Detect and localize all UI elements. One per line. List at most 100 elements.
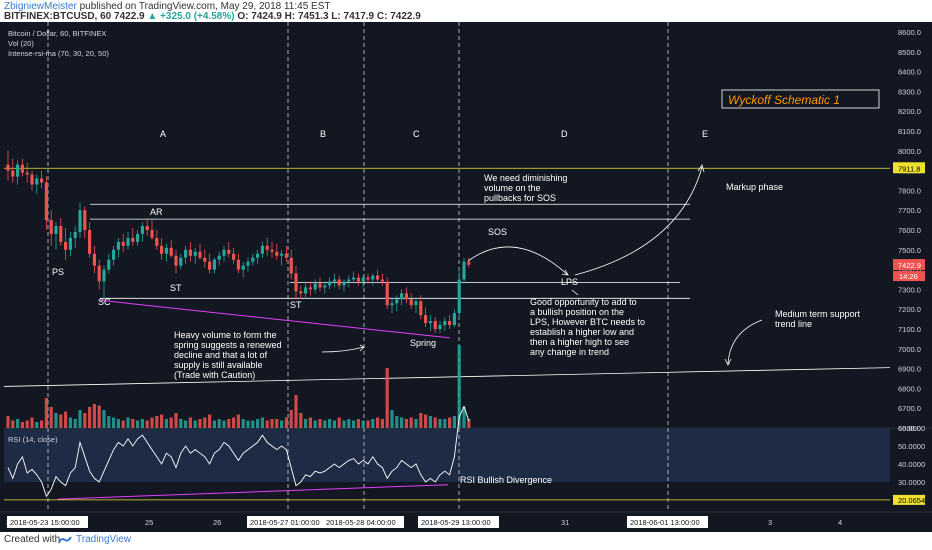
volume-bar <box>318 419 322 428</box>
price-chart[interactable]: 8600.0 8500.0 8400.0 8300.0 8200.0 8100.0 8000… <box>0 22 932 532</box>
x-highlight-box <box>247 516 328 528</box>
rsi-line <box>7 405 470 498</box>
publish-info: ZbigniewMeister published on TradingView… <box>4 1 331 12</box>
candle-body <box>337 279 341 286</box>
annotation-opportunity: any change in trend <box>530 347 609 357</box>
annotation-heavy-volume: Heavy volume to form the <box>174 330 277 340</box>
volume-bar <box>385 368 389 428</box>
wyckoff-label: ST <box>170 283 182 293</box>
price-tick-label: 7400.0 <box>898 266 921 275</box>
candle-body <box>395 299 399 304</box>
candle-body <box>83 210 87 230</box>
volume-bar <box>107 416 111 428</box>
legend-volume: Vol (20) <box>8 39 34 48</box>
x-tick-label: 25 <box>145 518 153 527</box>
annotation-heavy-volume: supply is still available <box>174 360 263 370</box>
arrow-support-head <box>724 358 732 366</box>
volume-bar <box>116 419 120 428</box>
arrow-heavy-volume <box>321 346 365 353</box>
price-tick-label: 7200.0 <box>898 305 921 314</box>
candle-body <box>457 279 461 314</box>
annotation-opportunity: establish a higher low and <box>530 327 634 337</box>
x-highlight-box <box>418 516 499 528</box>
price-tick-label: 6600.0 <box>898 424 921 433</box>
volume-bar <box>462 407 466 428</box>
legend-title: Bitcoin / Dollar, 60, BITFINEX <box>8 29 106 38</box>
volume-bar <box>112 417 116 428</box>
volume-bar <box>150 417 154 428</box>
candle-body <box>356 277 360 282</box>
candle-body <box>323 285 327 288</box>
candle-body <box>88 230 92 254</box>
price-tick-label: 8300.0 <box>898 87 921 96</box>
title-box <box>721 89 880 109</box>
candle-body <box>452 313 456 326</box>
annotation-diminishing-volume: We need diminishing <box>484 173 567 183</box>
volume-bar <box>59 414 63 428</box>
volume-bar <box>44 398 48 428</box>
price-tick-label: 8600.0 <box>898 28 921 37</box>
volume-bar <box>97 405 101 428</box>
candle-body <box>169 247 173 256</box>
price-tick-label: 7100.0 <box>898 325 921 334</box>
volume-bar <box>332 420 336 428</box>
x-highlight-box <box>7 516 88 528</box>
volume-bar <box>438 419 442 428</box>
phase-label: A <box>160 129 166 139</box>
volume-bar <box>419 413 423 428</box>
tradingview-link[interactable]: TradingView <box>76 534 132 545</box>
volume-bar <box>246 420 250 428</box>
candle-body <box>376 275 380 280</box>
rsi-tick-label: 30.0000 <box>898 478 925 487</box>
x-highlight-label: 2018-05-27 01:00:00 <box>250 518 320 527</box>
phase-label: B <box>320 129 326 139</box>
annotation-diminishing-volume: pullbacks for SOS <box>484 193 556 203</box>
candle-body <box>20 164 24 173</box>
candle-body <box>361 277 365 282</box>
candle-body <box>179 257 183 266</box>
chart-header: ZbigniewMeister published on TradingView… <box>0 0 932 22</box>
candle-body <box>284 253 288 258</box>
candle-body <box>227 249 231 254</box>
price-divergence-line <box>99 299 451 339</box>
volume-bar <box>299 413 303 428</box>
chart-area[interactable]: 8600.0 8500.0 8400.0 8300.0 8200.0 8100.0 8000… <box>0 22 932 532</box>
volume-bar <box>400 417 404 428</box>
volume-bar <box>136 420 140 428</box>
wyckoff-label: LPS <box>561 277 578 287</box>
price-tick-label: 6700.0 <box>898 404 921 413</box>
candle-body <box>428 321 432 324</box>
volume-bar <box>414 419 418 428</box>
candle-body <box>140 226 144 234</box>
volume-bar <box>313 420 317 428</box>
x-highlight-label: 2018-06-01 13:00:00 <box>630 518 700 527</box>
candle-body <box>241 265 245 270</box>
symbol-name: BITFINEX:BTCUSD, 60 <box>4 11 112 22</box>
candle-body <box>366 277 370 280</box>
phase-label: D <box>561 129 568 139</box>
volume-bar <box>92 404 96 428</box>
volume-bar <box>102 410 106 428</box>
volume-bar <box>131 419 135 428</box>
volume-bar <box>347 419 351 428</box>
candle-body <box>232 253 236 260</box>
volume-bar <box>25 420 29 428</box>
volume-bar <box>145 420 149 428</box>
rsi-level-tag <box>893 494 925 505</box>
candle-body <box>385 281 389 306</box>
candle-body <box>193 251 197 256</box>
arrow-sos-to-lps <box>467 246 569 276</box>
author-link[interactable]: ZbigniewMeister <box>4 1 77 12</box>
volume-bar <box>371 419 375 428</box>
volume-bar <box>222 420 226 428</box>
candle-body <box>155 237 159 246</box>
x-highlight-box <box>627 516 708 528</box>
volume-bar <box>323 420 327 428</box>
volume-bar <box>409 417 413 428</box>
footer: Created with TradingView <box>0 532 932 550</box>
legend-indicator: Intense-rsi-ma (70, 30, 20, 50) <box>8 49 109 58</box>
volume-bar <box>6 416 10 428</box>
x-tick-label: 4 <box>838 518 842 527</box>
candle-body <box>208 261 212 270</box>
volume-bar <box>126 417 130 428</box>
